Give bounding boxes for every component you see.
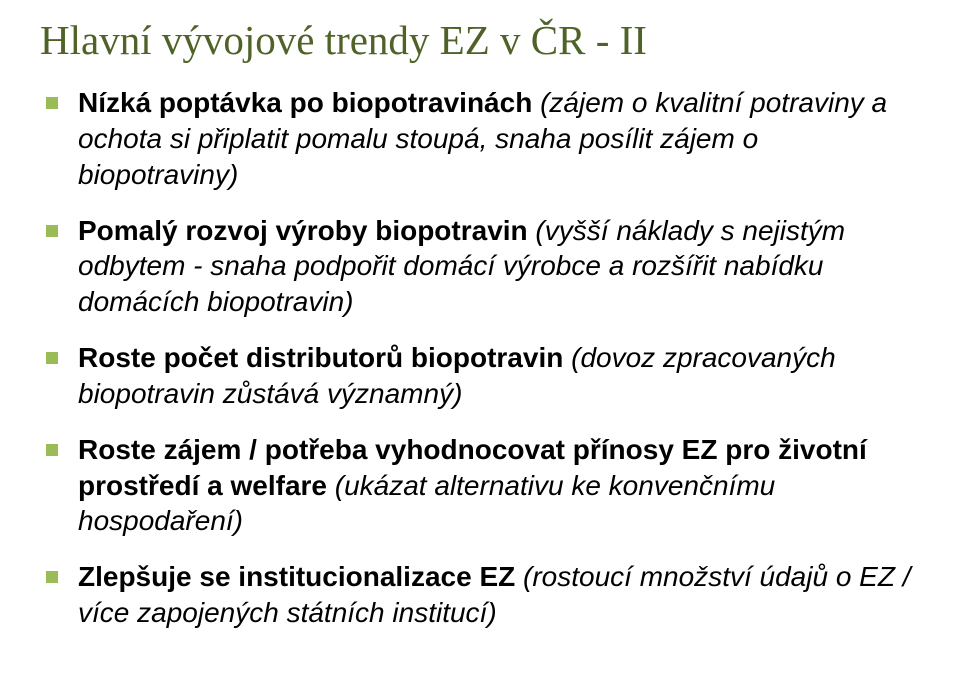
- list-item: Nízká poptávka po biopotravinách (zájem …: [40, 85, 920, 192]
- bullet-list: Nízká poptávka po biopotravinách (zájem …: [40, 85, 920, 631]
- bullet-bold: Roste počet distributorů biopotravin: [78, 342, 563, 373]
- slide: Hlavní vývojové trendy EZ v ČR - II Nízk…: [0, 0, 960, 689]
- bullet-bold: Zlepšuje se institucionalizace EZ: [78, 561, 515, 592]
- slide-title: Hlavní vývojové trendy EZ v ČR - II: [40, 18, 920, 63]
- list-item: Pomalý rozvoj výroby biopotravin (vyšší …: [40, 213, 920, 320]
- list-item: Roste zájem / potřeba vyhodnocovat příno…: [40, 432, 920, 539]
- bullet-bold: Nízká poptávka po biopotravinách: [78, 87, 532, 118]
- list-item: Zlepšuje se institucionalizace EZ (rosto…: [40, 559, 920, 631]
- list-item: Roste počet distributorů biopotravin (do…: [40, 340, 920, 412]
- bullet-bold: Pomalý rozvoj výroby biopotravin: [78, 215, 528, 246]
